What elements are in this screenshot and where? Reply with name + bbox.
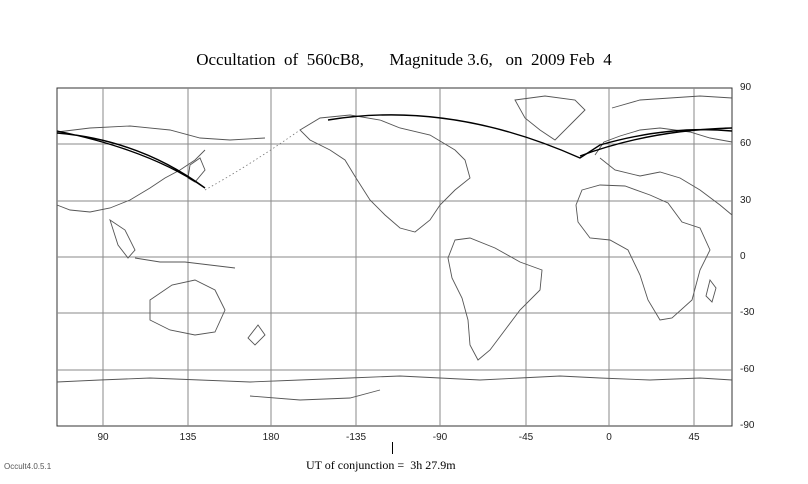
y-tick-label: 60 xyxy=(740,138,752,149)
x-tick-label: -90 xyxy=(432,432,448,443)
x-tick-label: 0 xyxy=(606,432,612,443)
map-title: Occultation of 560cB8, Magnitude 3.6, on… xyxy=(196,50,612,69)
y-tick-label: 30 xyxy=(740,195,752,206)
conjunction-marker xyxy=(392,442,393,454)
version-label: Occult4.0.5.1 xyxy=(4,462,52,471)
y-tick-label: 90 xyxy=(740,82,752,93)
map-grid xyxy=(57,88,732,426)
occultation-path xyxy=(56,114,733,189)
x-tick-label: 135 xyxy=(179,432,197,443)
x-tick-label: -45 xyxy=(518,432,534,443)
y-tick-label: 0 xyxy=(740,251,746,262)
x-tick-label: -135 xyxy=(345,432,366,443)
y-tick-label: -90 xyxy=(740,420,755,431)
y-tick-label: -60 xyxy=(740,364,755,375)
coastlines xyxy=(56,95,733,401)
y-tick-label: -30 xyxy=(740,307,755,318)
x-tick-label: 45 xyxy=(688,432,700,443)
conjunction-label: UT of conjunction = 3h 27.9m xyxy=(306,458,456,472)
x-tick-label: 90 xyxy=(97,432,109,443)
x-tick-label: 180 xyxy=(262,432,280,443)
